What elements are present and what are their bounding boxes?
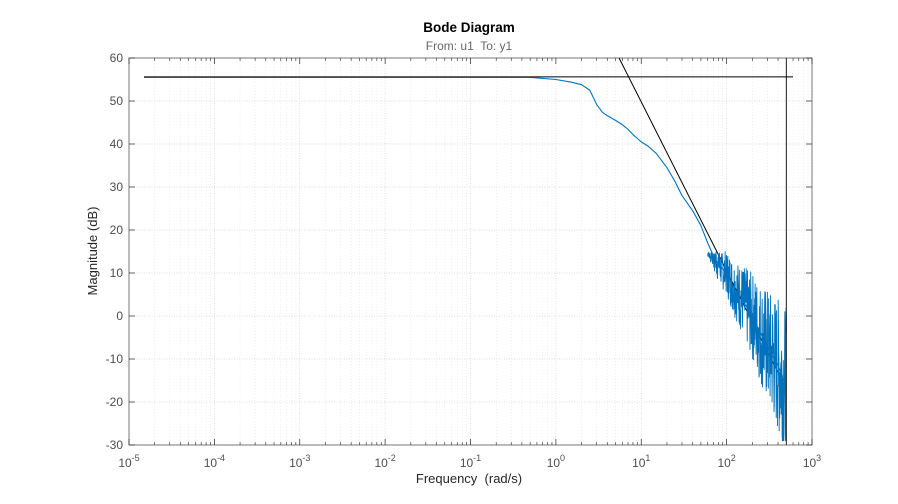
- x-tick-labels: 10-5 10-4 10-3 10-2 10-1 100 101 102 103: [118, 453, 821, 470]
- y-tick-label: 20: [110, 223, 124, 237]
- y-tick-label: 30: [110, 180, 124, 194]
- y-tick-label: -30: [106, 438, 124, 452]
- x-tick-label: 10-3: [289, 453, 310, 470]
- tick-marks: [128, 57, 813, 446]
- x-tick-label: 102: [717, 453, 735, 470]
- x-tick-label: 10-1: [460, 453, 481, 470]
- x-tick-label: 10-4: [204, 453, 225, 470]
- y-tick-label: 0: [116, 309, 123, 323]
- y-tick-label: 10: [110, 266, 124, 280]
- chart-subtitle: From: u1 To: y1: [426, 39, 513, 53]
- y-tick-label: -20: [106, 395, 124, 409]
- y-axis-label: Magnitude (dB): [85, 207, 100, 296]
- y-tick-label: 50: [110, 94, 124, 108]
- y-tick-label: 40: [110, 137, 124, 151]
- y-tick-label: 60: [110, 51, 124, 65]
- y-tick-labels: 60 50 40 30 20 10 0 -10 -20 -30: [106, 51, 124, 452]
- y-tick-label: -10: [106, 352, 124, 366]
- x-tick-label: 101: [632, 453, 650, 470]
- data-series: [144, 57, 794, 445]
- x-tick-label: 10-2: [374, 453, 395, 470]
- x-axis-label: Frequency (rad/s): [416, 471, 522, 486]
- x-tick-label: 10-5: [118, 453, 139, 470]
- chart-title: Bode Diagram: [423, 20, 515, 35]
- x-tick-label: 100: [547, 453, 565, 470]
- x-tick-label: 103: [803, 453, 821, 470]
- measured-noise-line: [707, 251, 787, 442]
